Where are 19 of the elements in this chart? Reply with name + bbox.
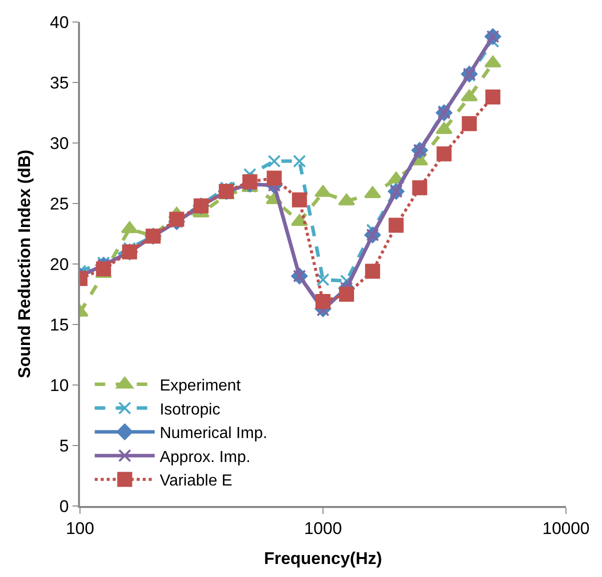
x-axis-title: Frequency(Hz) xyxy=(264,549,382,568)
legend-label: Numerical Imp. xyxy=(160,425,268,442)
x-tick-label: 100 xyxy=(66,519,94,538)
y-tick-label: 40 xyxy=(50,12,69,32)
y-tick-label: 30 xyxy=(50,134,69,153)
x-tick-label: 10000 xyxy=(542,519,590,538)
y-tick-label: 5 xyxy=(59,436,69,456)
y-tick-label: 0 xyxy=(59,496,69,516)
x-tick-label: 1000 xyxy=(304,519,342,538)
y-tick-label: 25 xyxy=(50,194,69,214)
legend-label: Variable E xyxy=(160,472,232,490)
legend-label: Experiment xyxy=(160,377,242,394)
y-tick-label: 35 xyxy=(50,73,69,92)
y-tick-label: 20 xyxy=(50,254,69,274)
y-tick-label: 10 xyxy=(50,376,69,395)
y-axis-title: Sound Reduction Index (dB) xyxy=(14,150,34,378)
legend-label: Approx. Imp. xyxy=(160,448,250,466)
legend-label: Isotropic xyxy=(160,401,220,418)
y-tick-label: 15 xyxy=(50,315,69,334)
